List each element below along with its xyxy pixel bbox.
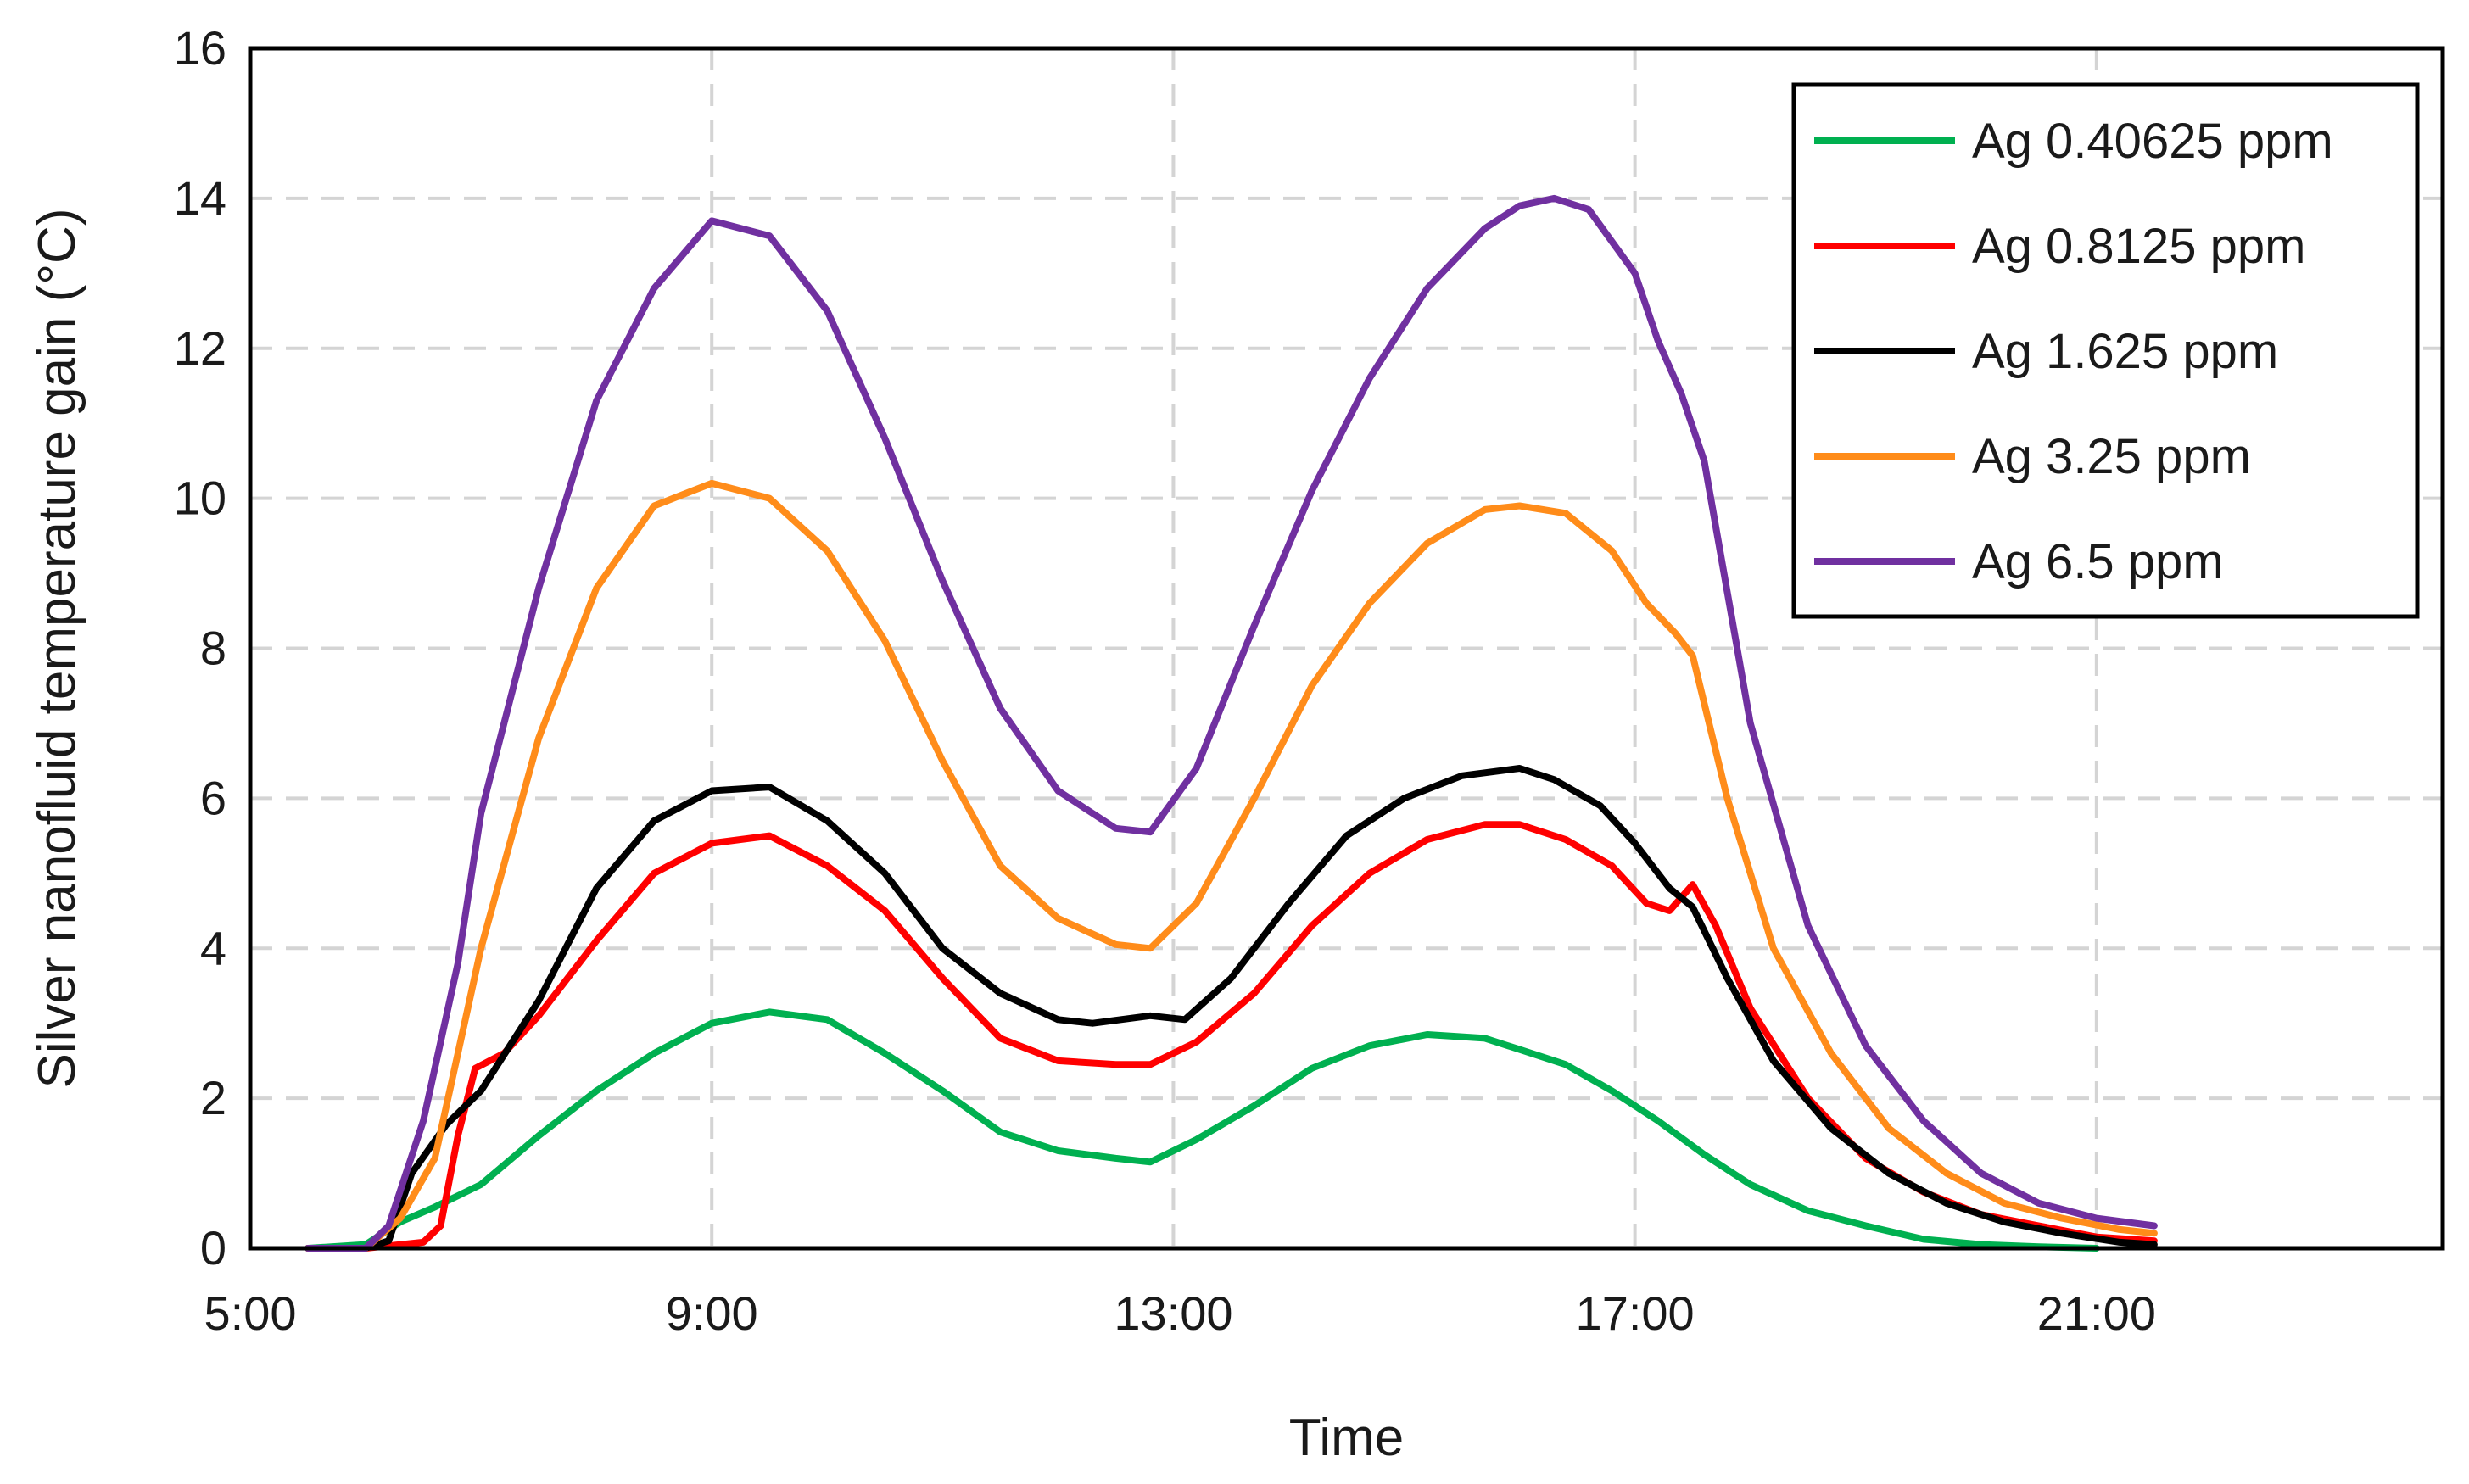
y-tick-label: 12	[174, 321, 226, 375]
y-tick-label: 10	[174, 471, 226, 525]
x-tick-label: 17:00	[1576, 1286, 1695, 1340]
y-tick-label: 16	[174, 21, 226, 75]
series-line-1	[304, 1008, 2100, 1252]
x-axis-title: Time	[1289, 1409, 1404, 1467]
legend-label: Ag 6.5 ppm	[1972, 534, 2224, 589]
series-line-3	[304, 765, 2158, 1252]
y-tick-label: 14	[174, 171, 226, 225]
tick-label-layer: 0 2 4 6 8 10 12 14 16 5:00 9:00 13:00 17:00 21:00	[174, 21, 2156, 1340]
x-tick-label: 5:00	[204, 1286, 297, 1340]
legend: Ag 0.40625 ppm Ag 0.8125 ppm Ag 1.625 ppm A…	[1791, 82, 2420, 619]
series-line-4	[304, 479, 2158, 1252]
y-tick-label: 6	[200, 771, 226, 824]
y-tick-label: 0	[200, 1221, 226, 1275]
x-tick-label: 21:00	[2037, 1286, 2156, 1340]
series-line-2	[304, 821, 2158, 1252]
legend-label: Ag 0.40625 ppm	[1972, 114, 2333, 169]
series-line-5	[304, 194, 2158, 1252]
y-tick-label: 2	[200, 1071, 226, 1124]
legend-label: Ag 1.625 ppm	[1972, 324, 2278, 379]
legend-label: Ag 3.25 ppm	[1972, 429, 2251, 484]
plot-frame	[248, 46, 2445, 1251]
x-tick-label: 9:00	[666, 1286, 758, 1340]
y-tick-label: 8	[200, 622, 226, 675]
y-axis-title: Silver nanofluid temperature gain (°C)	[28, 209, 87, 1089]
series-layer	[304, 194, 2158, 1252]
y-tick-label: 4	[200, 921, 226, 974]
x-tick-label: 13:00	[1114, 1286, 1232, 1340]
legend-label: Ag 0.8125 ppm	[1972, 219, 2305, 274]
legend-items: Ag 0.40625 ppm Ag 0.8125 ppm Ag 1.625 ppm A…	[1814, 114, 2333, 589]
